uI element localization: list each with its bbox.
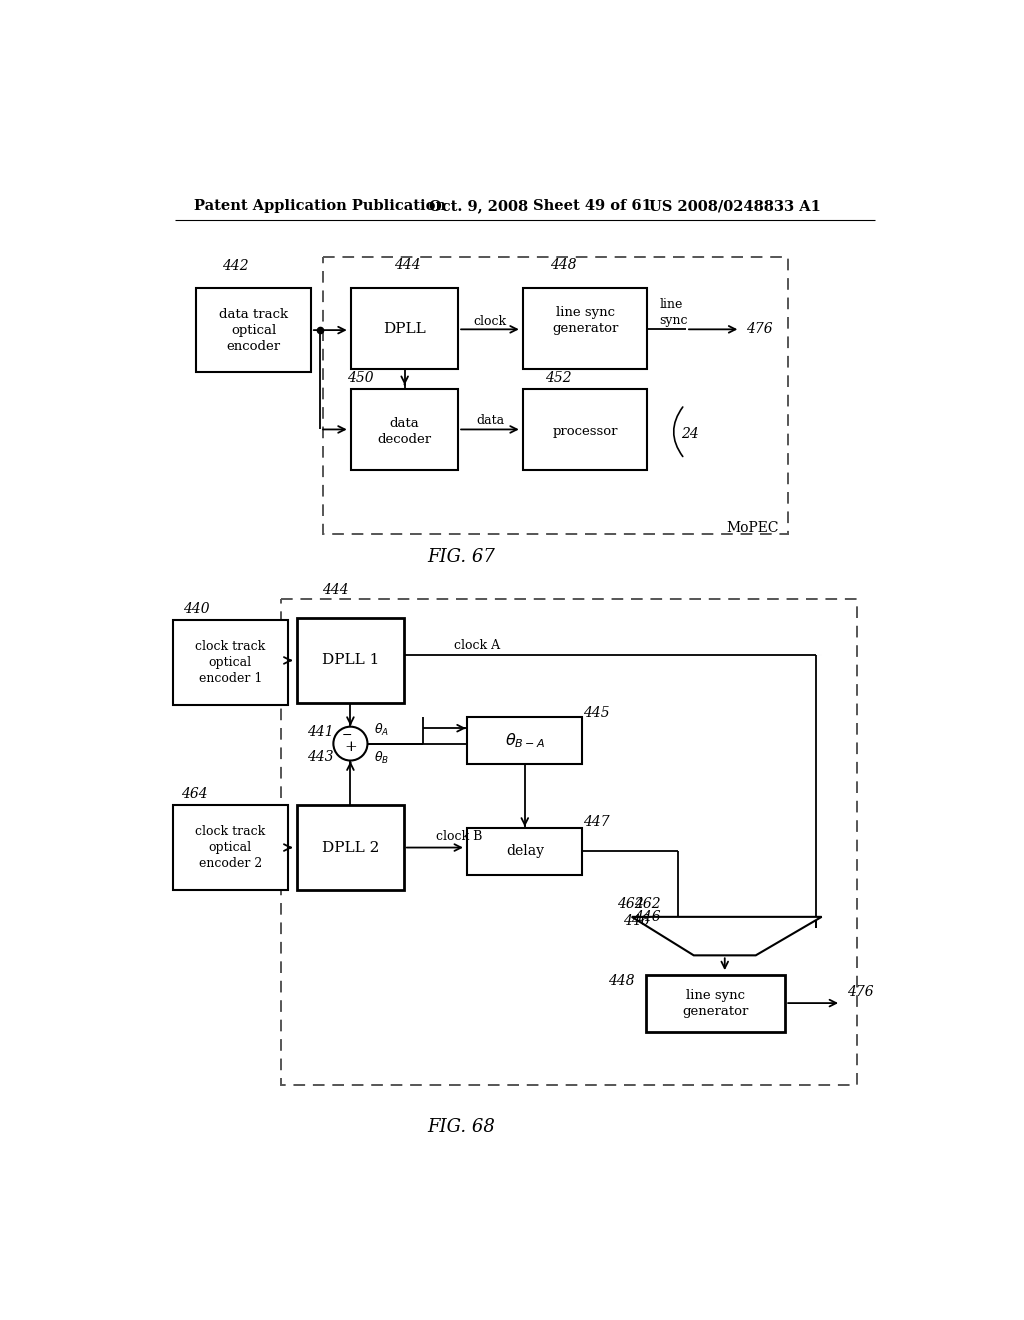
Text: Sheet 49 of 61: Sheet 49 of 61 [532,199,651,213]
Text: FIG. 67: FIG. 67 [427,548,496,566]
Bar [351,288,458,368]
Bar [297,618,403,702]
Text: Oct. 9, 2008: Oct. 9, 2008 [429,199,527,213]
Bar [173,805,288,890]
Text: 446: 446 [623,913,649,928]
Text: DPLL 1: DPLL 1 [322,653,379,668]
Text: $\theta_A$: $\theta_A$ [375,722,389,738]
Text: clock track
optical
encoder 1: clock track optical encoder 1 [196,640,265,685]
Text: 444: 444 [393,257,420,272]
Text: $\theta_B$: $\theta_B$ [375,750,389,766]
Bar [523,288,647,368]
Text: 450: 450 [347,371,374,385]
Bar [351,389,458,470]
Text: MoPEC: MoPEC [726,521,779,535]
Text: 448: 448 [550,257,577,272]
Text: 446: 446 [634,909,660,924]
Text: 476: 476 [746,322,773,337]
Text: clock track
optical
encoder 2: clock track optical encoder 2 [196,825,265,870]
Text: US 2008/0248833 A1: US 2008/0248833 A1 [649,199,820,213]
Text: 476: 476 [847,985,873,999]
Text: 447: 447 [583,816,609,829]
Text: FIG. 68: FIG. 68 [427,1118,496,1137]
Text: line sync
generator: line sync generator [682,989,749,1018]
Text: 462: 462 [616,896,643,911]
Text: +: + [344,739,356,754]
Text: line sync
generator: line sync generator [552,306,618,334]
Text: $\theta_{B-A}$: $\theta_{B-A}$ [505,731,545,750]
Text: 443: 443 [307,751,334,764]
Text: 464: 464 [180,787,207,801]
Text: data: data [476,414,505,428]
Bar [173,620,288,705]
Text: processor: processor [553,425,618,438]
Text: 452: 452 [545,371,571,385]
Text: data track
optical
encoder: data track optical encoder [219,308,288,352]
Bar [467,829,583,874]
Bar [197,288,311,372]
Text: delay: delay [506,845,544,858]
Text: line
sync: line sync [659,298,688,327]
Text: 448: 448 [607,974,634,987]
Text: DPLL: DPLL [383,322,426,337]
Bar [282,599,856,1085]
Bar [297,805,403,890]
Bar [324,257,788,535]
Text: 442: 442 [221,259,248,273]
Text: clock A: clock A [454,639,500,652]
Text: DPLL 2: DPLL 2 [322,841,379,854]
Text: 24: 24 [681,428,698,441]
Text: 440: 440 [183,602,210,616]
Text: clock B: clock B [435,829,482,842]
Polygon shape [632,917,821,956]
Bar [646,974,785,1032]
Text: Patent Application Publication: Patent Application Publication [194,199,445,213]
Text: 445: 445 [583,706,609,719]
Text: clock: clock [473,315,507,329]
Bar [523,389,647,470]
Text: 441: 441 [307,725,334,739]
Text: −: − [342,729,352,742]
Text: 444: 444 [323,582,349,597]
Bar [467,718,583,763]
Text: 462: 462 [634,896,660,911]
Text: data
decoder: data decoder [378,417,432,446]
